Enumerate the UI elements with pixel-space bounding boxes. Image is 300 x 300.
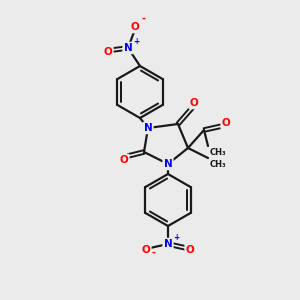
Text: CH₃: CH₃	[210, 148, 226, 157]
Text: N: N	[164, 239, 172, 249]
Text: O: O	[103, 47, 112, 57]
Text: N: N	[124, 43, 132, 53]
Text: N: N	[144, 123, 152, 133]
Text: O: O	[190, 98, 198, 108]
Text: O: O	[130, 22, 140, 32]
Text: N: N	[164, 159, 172, 169]
Text: O: O	[222, 118, 230, 128]
Text: +: +	[133, 37, 139, 46]
Text: -: -	[141, 14, 145, 24]
Text: -: -	[152, 248, 156, 258]
Text: O: O	[120, 155, 128, 165]
Text: O: O	[186, 245, 194, 255]
Text: O: O	[142, 245, 150, 255]
Text: CH₃: CH₃	[210, 160, 226, 169]
Text: +: +	[173, 233, 179, 242]
